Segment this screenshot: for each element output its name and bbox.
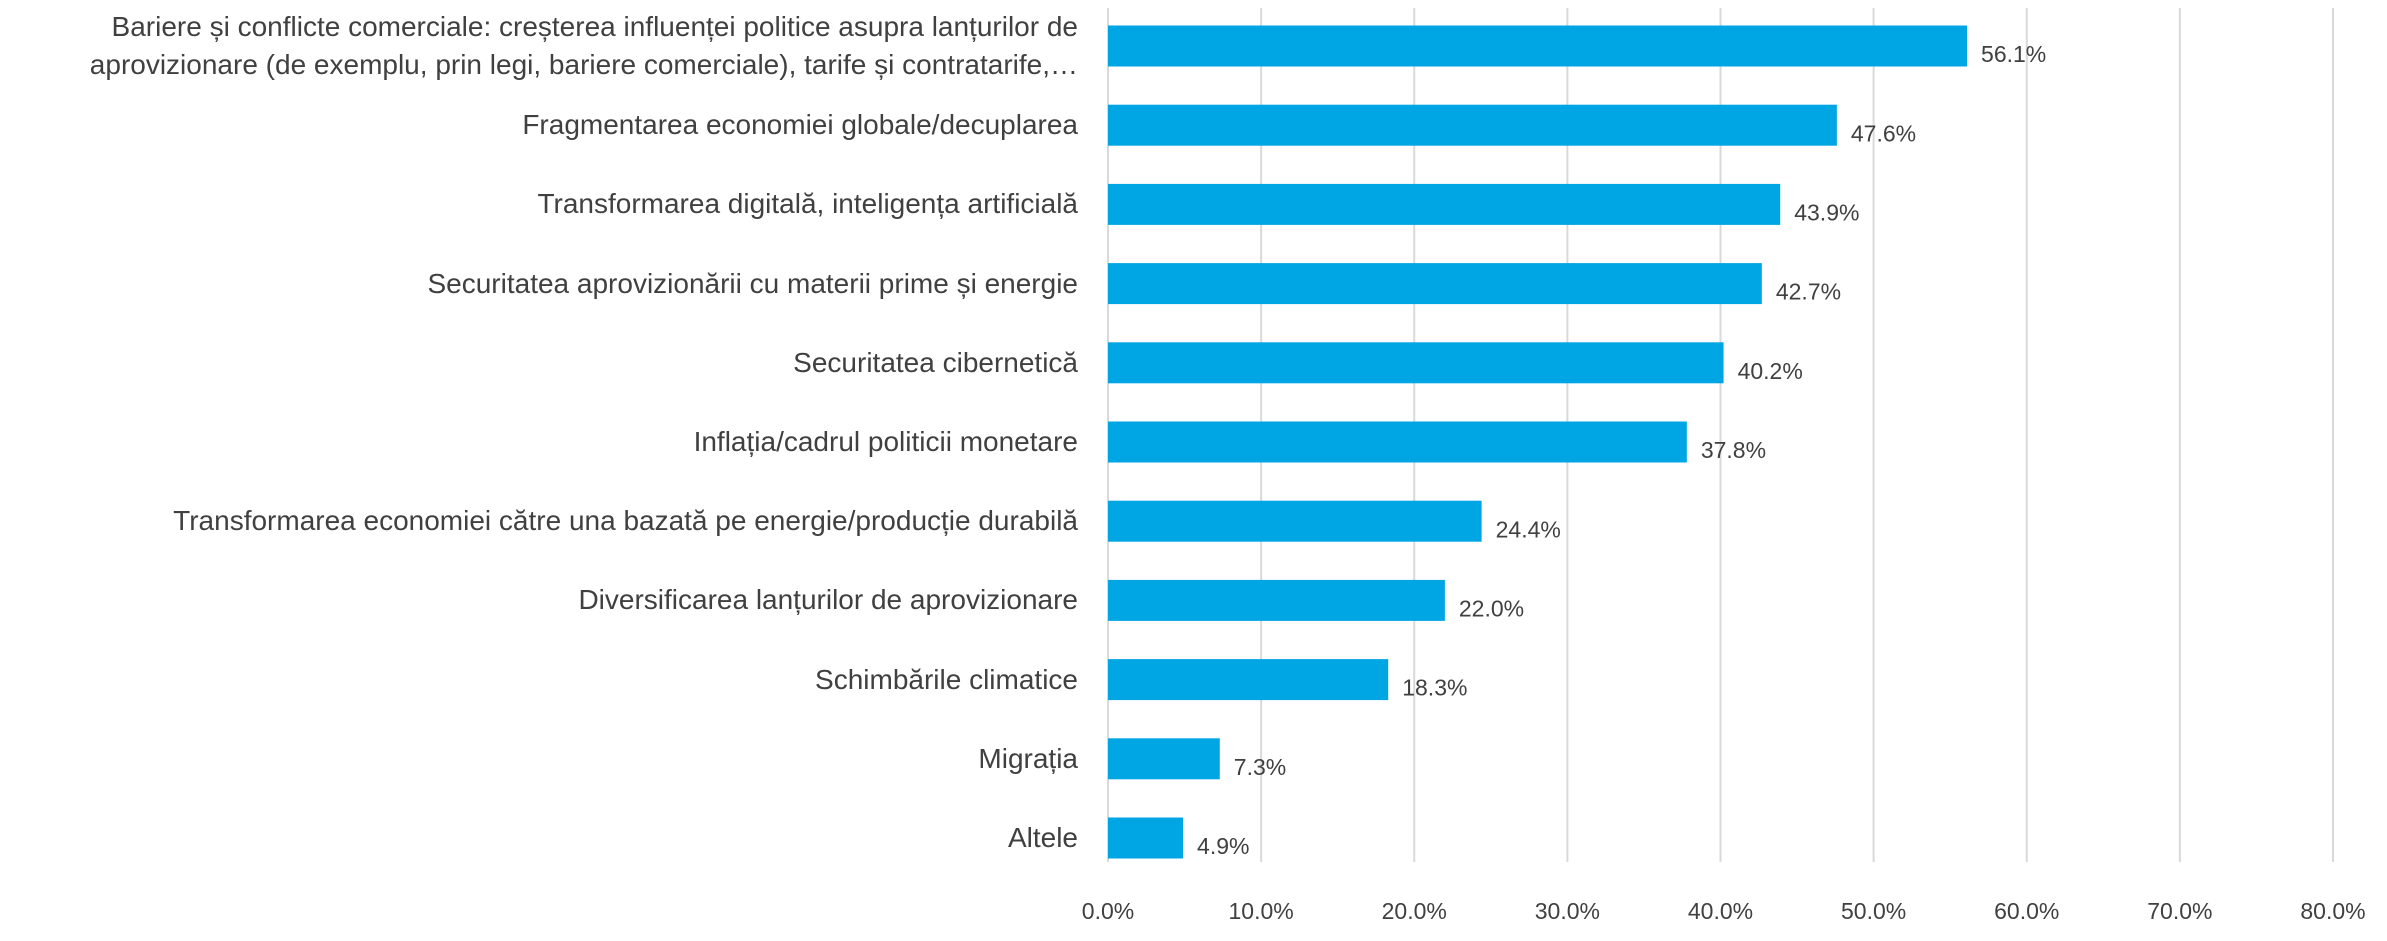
x-tick-label: 0.0% xyxy=(1082,898,1134,924)
bar xyxy=(1108,659,1389,701)
category-label: Securitatea cibernetică xyxy=(793,346,1078,378)
value-label: 4.9% xyxy=(1197,833,1249,859)
value-label: 24.4% xyxy=(1496,516,1561,542)
bar xyxy=(1108,579,1445,621)
bar xyxy=(1108,738,1220,780)
bar xyxy=(1108,817,1184,859)
value-label: 40.2% xyxy=(1738,358,1803,384)
value-label: 43.9% xyxy=(1794,199,1859,225)
category-label: Securitatea aprovizionării cu materii pr… xyxy=(427,267,1078,299)
bar xyxy=(1108,342,1724,384)
category-label: Transformarea economiei către una bazată… xyxy=(173,505,1078,537)
value-label: 7.3% xyxy=(1234,754,1286,780)
bar xyxy=(1108,421,1687,463)
bar xyxy=(1108,183,1781,225)
category-label: Altele xyxy=(1007,822,1078,853)
x-tick-label: 70.0% xyxy=(2147,898,2212,924)
x-tick-label: 80.0% xyxy=(2300,898,2365,924)
x-tick-label: 10.0% xyxy=(1229,898,1294,924)
value-label: 56.1% xyxy=(1981,41,2046,67)
x-tick-label: 40.0% xyxy=(1688,898,1753,924)
bar xyxy=(1108,25,1968,67)
x-tick-label: 30.0% xyxy=(1535,898,1600,924)
category-label: Bariere și conflicte comerciale: creșter… xyxy=(89,11,1078,80)
value-label: 47.6% xyxy=(1851,120,1916,146)
category-label: Transformarea digitală, inteligența arti… xyxy=(537,188,1078,220)
category-label: Migrația xyxy=(978,742,1078,774)
bar xyxy=(1108,263,1762,305)
x-tick-label: 20.0% xyxy=(1382,898,1447,924)
category-label: Diversificarea lanțurilor de aproviziona… xyxy=(578,584,1078,616)
value-label: 37.8% xyxy=(1701,437,1766,463)
value-label: 22.0% xyxy=(1459,595,1524,621)
value-label: 18.3% xyxy=(1402,675,1467,701)
bar xyxy=(1108,500,1482,542)
category-label: Fragmentarea economiei globale/decuplare… xyxy=(522,109,1078,141)
category-label: Inflația/cadrul politicii monetare xyxy=(693,426,1078,457)
value-label: 42.7% xyxy=(1776,279,1841,305)
category-label: Schimbările climatice xyxy=(815,663,1078,695)
x-tick-label: 60.0% xyxy=(1994,898,2059,924)
bar xyxy=(1108,104,1837,146)
x-tick-label: 50.0% xyxy=(1841,898,1906,924)
